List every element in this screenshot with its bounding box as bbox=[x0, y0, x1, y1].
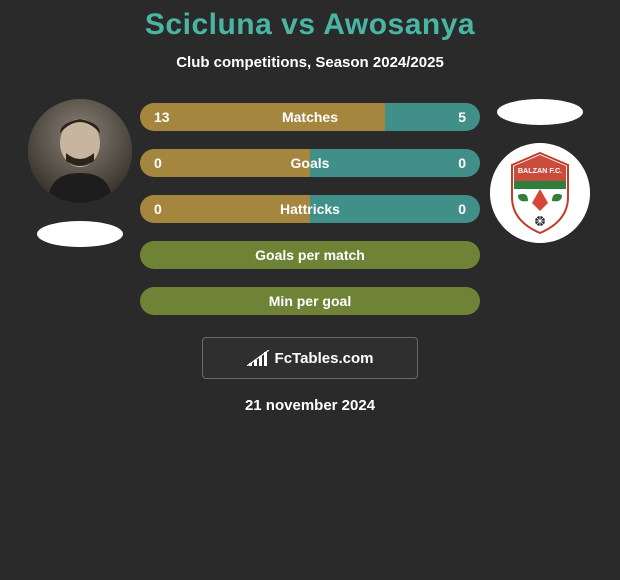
stat-right-value: 0 bbox=[458, 201, 466, 217]
left-player-avatar bbox=[28, 99, 132, 203]
stat-bar-goals: 0 Goals 0 bbox=[140, 149, 480, 177]
stat-label: Matches bbox=[140, 109, 480, 125]
right-player-column: BALZAN F.C. bbox=[480, 99, 600, 243]
crest-icon: BALZAN F.C. bbox=[490, 143, 590, 243]
stat-right-value: 0 bbox=[458, 155, 466, 171]
stat-bar-hattricks: 0 Hattricks 0 bbox=[140, 195, 480, 223]
page-subtitle: Club competitions, Season 2024/2025 bbox=[0, 54, 620, 71]
stat-label: Goals bbox=[140, 155, 480, 171]
crest-text: BALZAN F.C. bbox=[518, 166, 562, 175]
right-team-badge-top bbox=[497, 99, 583, 125]
stat-bar-matches: 13 Matches 5 bbox=[140, 103, 480, 131]
page-title: Scicluna vs Awosanya bbox=[0, 8, 620, 42]
brand-box[interactable]: FcTables.com bbox=[202, 337, 418, 379]
stat-bar-min-per-goal: Min per goal bbox=[140, 287, 480, 315]
left-player-column bbox=[20, 99, 140, 247]
footer-date: 21 november 2024 bbox=[0, 397, 620, 414]
stat-right-value: 5 bbox=[458, 109, 466, 125]
avatar-placeholder-icon bbox=[28, 99, 132, 203]
stats-column: 13 Matches 5 0 Goals 0 0 Hattricks 0 Goa… bbox=[140, 99, 480, 315]
stat-bar-goals-per-match: Goals per match bbox=[140, 241, 480, 269]
stat-label: Hattricks bbox=[140, 201, 480, 217]
right-team-crest: BALZAN F.C. bbox=[490, 143, 590, 243]
bar-chart-icon bbox=[247, 350, 269, 366]
brand-text: FcTables.com bbox=[275, 350, 374, 367]
left-team-badge bbox=[37, 221, 123, 247]
